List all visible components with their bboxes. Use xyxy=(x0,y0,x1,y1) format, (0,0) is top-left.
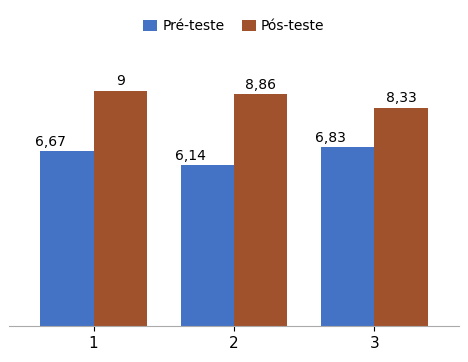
Bar xyxy=(181,165,234,326)
Bar xyxy=(94,90,147,326)
Text: 6,67: 6,67 xyxy=(35,135,66,149)
Text: 6,14: 6,14 xyxy=(175,149,206,163)
Bar xyxy=(234,94,287,326)
Bar xyxy=(40,151,94,326)
Bar xyxy=(321,147,374,326)
Text: 6,83: 6,83 xyxy=(315,131,346,145)
Bar xyxy=(374,108,428,326)
Text: 9: 9 xyxy=(116,74,124,88)
Legend: Pré-teste, Pós-teste: Pré-teste, Pós-teste xyxy=(138,14,330,39)
Text: 8,86: 8,86 xyxy=(245,77,276,92)
Text: 8,33: 8,33 xyxy=(386,91,417,105)
